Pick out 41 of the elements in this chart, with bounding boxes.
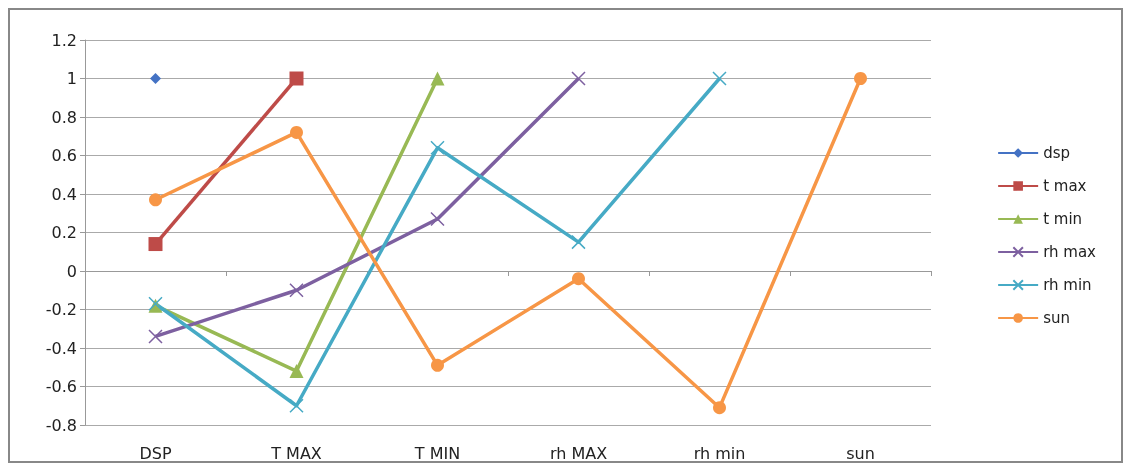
point xyxy=(149,193,162,207)
point xyxy=(854,72,867,85)
point xyxy=(572,272,585,286)
x-tick-label: T MIN xyxy=(413,443,461,463)
point xyxy=(148,329,163,344)
y-tick-label: -0.2 xyxy=(45,300,77,319)
point xyxy=(430,140,445,156)
legend-label: t max xyxy=(1043,177,1087,195)
point xyxy=(430,211,445,227)
y-tick-label: 0.2 xyxy=(51,223,77,242)
point xyxy=(289,364,304,379)
legend-label: rh max xyxy=(1043,243,1097,261)
x-tick-label: T MAX xyxy=(270,443,322,463)
point xyxy=(289,398,304,413)
y-tick-label: -0.8 xyxy=(45,415,77,435)
y-tick-label: 0 xyxy=(66,261,77,281)
y-tick-label: -0.4 xyxy=(45,338,77,358)
legend-label: rh min xyxy=(1043,276,1092,294)
y-tick-label: 0.6 xyxy=(51,146,77,165)
point xyxy=(571,71,586,86)
x-tick-label: DSP xyxy=(139,443,172,463)
point xyxy=(290,125,303,139)
y-tick-label: 0.8 xyxy=(51,107,77,127)
y-tick-label: -0.6 xyxy=(45,377,77,396)
legend-label: dsp xyxy=(1043,144,1070,162)
point xyxy=(289,71,304,86)
legend-label: sun xyxy=(1043,309,1070,327)
point xyxy=(712,71,727,86)
point xyxy=(571,234,586,250)
point xyxy=(713,401,726,415)
y-tick-label: 1.2 xyxy=(51,30,77,50)
x-tick-label: rh MAX xyxy=(549,443,608,463)
point xyxy=(430,71,445,86)
legend-label: t min xyxy=(1043,210,1083,228)
point xyxy=(148,237,163,252)
point xyxy=(431,358,444,372)
x-tick-label: rh min xyxy=(693,443,746,463)
y-tick-label: 1 xyxy=(66,69,77,88)
x-tick-label: sun xyxy=(846,443,875,463)
point xyxy=(289,283,304,298)
y-tick-label: 0.4 xyxy=(51,184,77,204)
